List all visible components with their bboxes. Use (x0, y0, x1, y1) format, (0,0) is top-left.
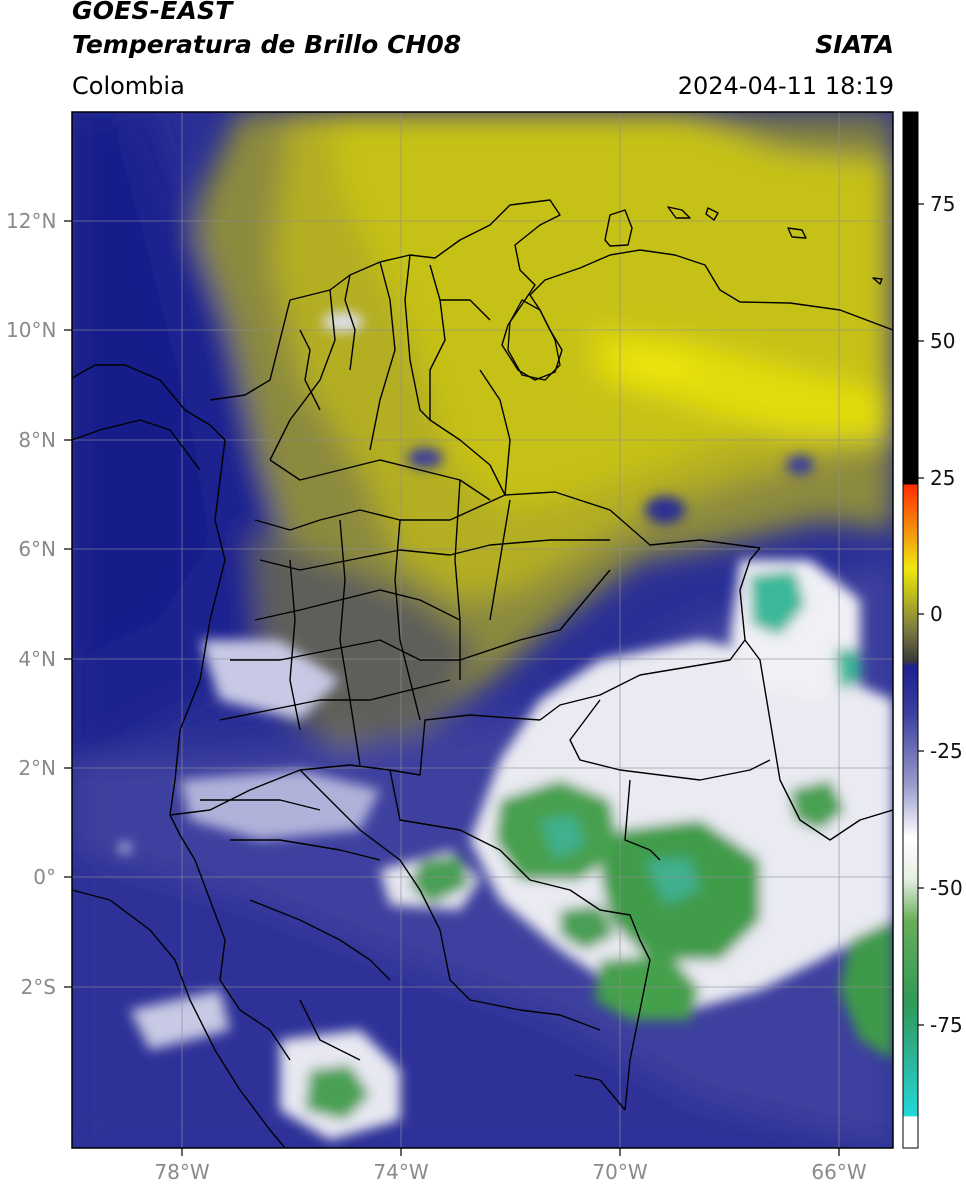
colorbar-label-0: 0 (930, 602, 943, 626)
lat-label-2s: 2°S (20, 975, 56, 999)
lon-label-66w: 66°W (811, 1160, 867, 1184)
lon-label-70w: 70°W (592, 1160, 648, 1184)
lat-label-12n: 12°N (6, 209, 57, 233)
country-borders (72, 199, 893, 1148)
lat-label-4n: 4°N (18, 647, 56, 671)
brightness-temperature-layer (72, 112, 893, 1148)
lat-label-6n: 6°N (18, 537, 56, 561)
datetime-label: 2024-04-11 18:19 (677, 72, 894, 100)
lat-label-10n: 10°N (6, 318, 57, 342)
colorbar-label-minus75: -75 (930, 1013, 963, 1037)
lat-label-8n: 8°N (18, 428, 56, 452)
agency-label: SIATA (815, 30, 894, 59)
map-frame (71, 111, 894, 1149)
colorbar-label-75: 75 (930, 192, 956, 216)
satellite-title: GOES-EAST (72, 0, 233, 25)
lon-label-74w: 74°W (373, 1160, 429, 1184)
lat-label-0: 0° (33, 865, 56, 889)
colorbar-label-50: 50 (930, 329, 956, 353)
colorbar-label-minus25: -25 (930, 739, 963, 763)
colorbar (902, 111, 924, 1149)
region-label: Colombia (72, 72, 185, 100)
lat-label-2n: 2°N (18, 756, 56, 780)
colorbar-label-minus50: -50 (930, 876, 963, 900)
product-title: Temperatura de Brillo CH08 (72, 30, 462, 59)
colorbar-label-25: 25 (930, 466, 956, 490)
graticule (72, 112, 893, 1148)
lon-label-78w: 78°W (154, 1160, 210, 1184)
